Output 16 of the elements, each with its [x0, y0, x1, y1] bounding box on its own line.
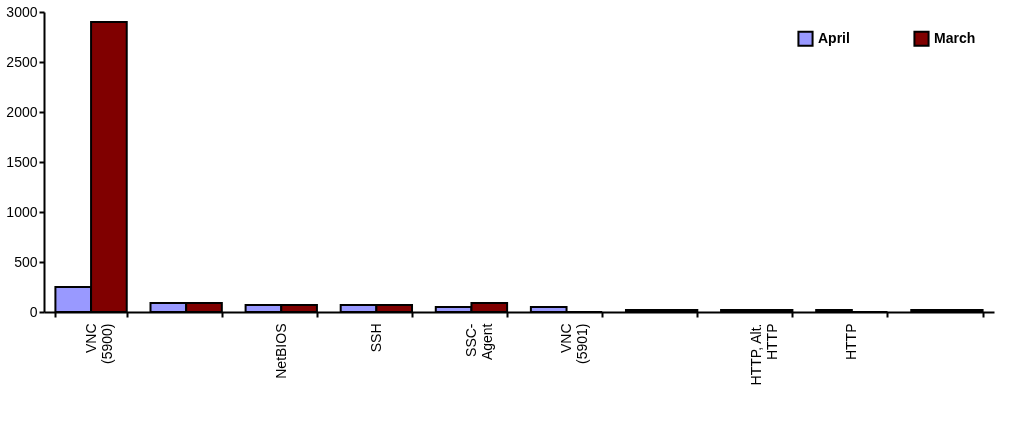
x-tick-label: HTTP, Alt. HTTP: [748, 323, 781, 386]
x-tick-label: SSH: [367, 323, 384, 353]
y-tick-label: 1000: [6, 203, 38, 220]
y-tick-label: 1500: [6, 153, 38, 170]
x-tick-label: SSC- Agent: [462, 323, 495, 361]
legend-label: April: [818, 29, 850, 46]
x-tick-label: NetBIOS: [272, 323, 289, 379]
legend-label: March: [934, 29, 976, 46]
y-tick-label: 2500: [6, 53, 38, 70]
y-tick-label: 500: [14, 253, 38, 270]
x-tick-label: VNC (5900): [82, 323, 115, 364]
x-tick-label: VNC (5901): [558, 323, 591, 364]
y-tick-label: 0: [29, 303, 38, 320]
y-tick-label: 2000: [6, 103, 38, 120]
x-tick-label: HTTP: [843, 323, 860, 361]
y-tick-label: 3000: [6, 3, 38, 20]
